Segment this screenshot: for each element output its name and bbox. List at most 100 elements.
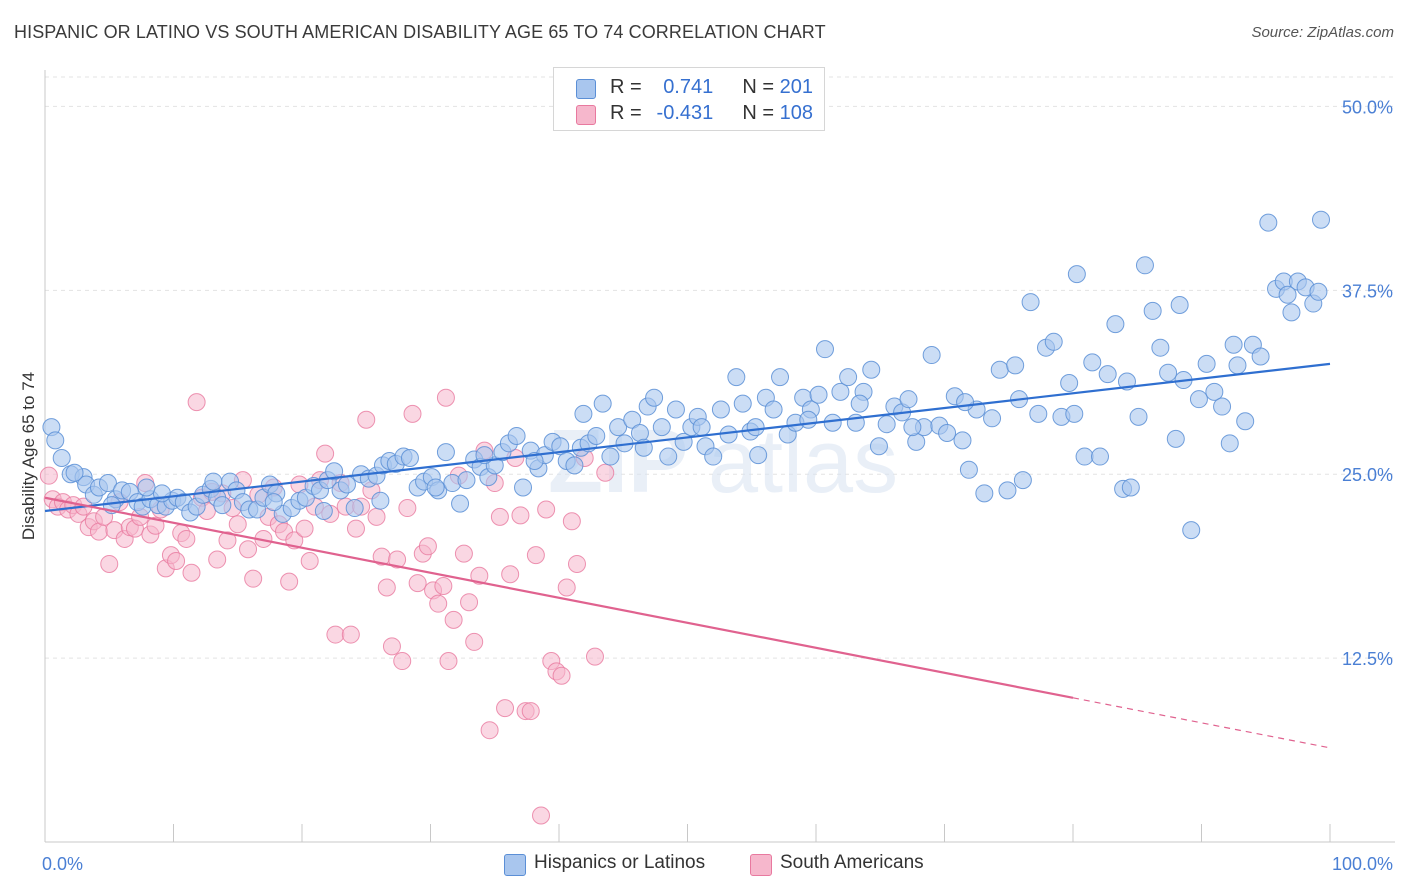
y-tick-label: 50.0% (1342, 97, 1393, 117)
hispanic-point (998, 481, 1017, 500)
hispanic-point (645, 388, 664, 407)
south-american-point (403, 404, 422, 423)
south-american-point (280, 572, 299, 591)
south-american-point (434, 577, 453, 596)
hispanic-point (213, 496, 232, 515)
r-value: 0.741 (663, 76, 714, 98)
bottom-swatch-pink (750, 854, 772, 876)
hispanic-point (823, 413, 842, 432)
south-american-point (562, 512, 581, 531)
hispanic-point (922, 346, 941, 365)
hispanic-point (1135, 256, 1154, 275)
hispanic-point (609, 418, 628, 437)
hispanic-point (990, 360, 1009, 379)
watermark-atlas: atlas (708, 412, 898, 512)
hispanic-point (771, 368, 790, 387)
hispanic-point (727, 368, 746, 387)
south-american-point (454, 544, 473, 563)
hispanic-point (692, 418, 711, 437)
hispanic-point (869, 437, 888, 456)
hispanic-point (525, 451, 544, 470)
source-label: Source: ZipAtlas.com (1251, 24, 1394, 41)
hispanic-point (264, 493, 283, 512)
hispanic-point (630, 424, 649, 443)
r-value: -0.431 (656, 102, 714, 124)
n-label: N = (742, 76, 775, 98)
south-american-point (496, 699, 515, 718)
bottom-swatch-blue (504, 854, 526, 876)
south-american-point (511, 506, 530, 525)
hispanic-point (959, 460, 978, 479)
south-americans-trend-line (44, 496, 1074, 699)
south-american-point (187, 393, 206, 412)
legend-swatch-blue (576, 79, 596, 99)
y-tick-label: 25.0% (1342, 465, 1393, 485)
hispanic-point (400, 449, 419, 468)
hispanic-point (593, 394, 612, 413)
hispanic-point (436, 443, 455, 462)
hispanic-point (46, 431, 65, 450)
hispanic-point (426, 478, 445, 497)
hispanic-point (371, 491, 390, 510)
hispanic-point (704, 447, 723, 466)
south-american-point (208, 550, 227, 569)
hispanic-point (601, 447, 620, 466)
hispanic-point (1083, 353, 1102, 372)
hispanic-point (587, 426, 606, 445)
hispanic-point (1213, 397, 1232, 416)
hispanic-point (938, 424, 957, 443)
south-american-point (357, 410, 376, 429)
south-american-point (382, 637, 401, 656)
south-americans-trend-extension (1072, 697, 1331, 749)
south-american-point (167, 552, 186, 571)
hispanic-point (1182, 521, 1201, 540)
south-american-point (341, 625, 360, 644)
hispanic-point (809, 385, 828, 404)
south-american-point (480, 721, 499, 740)
bottom-label-south-americans: South Americans (780, 852, 924, 873)
south-american-point (567, 554, 586, 573)
hispanic-point (1166, 429, 1185, 448)
hispanic-point (1021, 293, 1040, 312)
south-american-point (465, 632, 484, 651)
hispanic-point (1044, 332, 1063, 351)
x-tick-label: 0.0% (42, 854, 83, 874)
hispanic-point (1197, 354, 1216, 373)
hispanic-point (711, 400, 730, 419)
south-american-point (490, 507, 509, 526)
hispanic-point (623, 410, 642, 429)
hispanic-point (1224, 335, 1243, 354)
south-american-point (316, 444, 335, 463)
south-american-point (398, 499, 417, 518)
south-american-point (585, 647, 604, 666)
south-american-point (596, 463, 615, 482)
south-american-point (460, 593, 479, 612)
hispanic-point (1013, 471, 1032, 490)
n-label: N = (742, 102, 775, 124)
hispanic-point (749, 446, 768, 465)
n-value: 108 (779, 102, 813, 124)
south-american-point (244, 569, 263, 588)
hispanic-point (204, 472, 223, 491)
hispanic-point (65, 463, 84, 482)
hispanic-point (953, 431, 972, 450)
south-american-point (239, 540, 258, 559)
south-american-point (300, 552, 319, 571)
hispanic-point (1251, 347, 1270, 366)
hispanic-point (1121, 478, 1140, 497)
hispanic-point (1220, 434, 1239, 453)
hispanic-point (1143, 301, 1162, 320)
south-american-point (429, 594, 448, 613)
hispanic-point (831, 382, 850, 401)
hispanic-point (666, 400, 685, 419)
south-american-point (470, 566, 489, 585)
hispanic-point (983, 409, 1002, 428)
tick-labels: 12.5% 25.0% 37.5% 50.0% 0.0% 100.0% (42, 97, 1393, 874)
south-american-point (532, 806, 551, 825)
hispanic-point (451, 494, 470, 513)
hispanic-point (1065, 404, 1084, 423)
hispanic-point (799, 410, 818, 429)
hispanic-point (1278, 285, 1297, 304)
hispanic-point (1098, 365, 1117, 384)
